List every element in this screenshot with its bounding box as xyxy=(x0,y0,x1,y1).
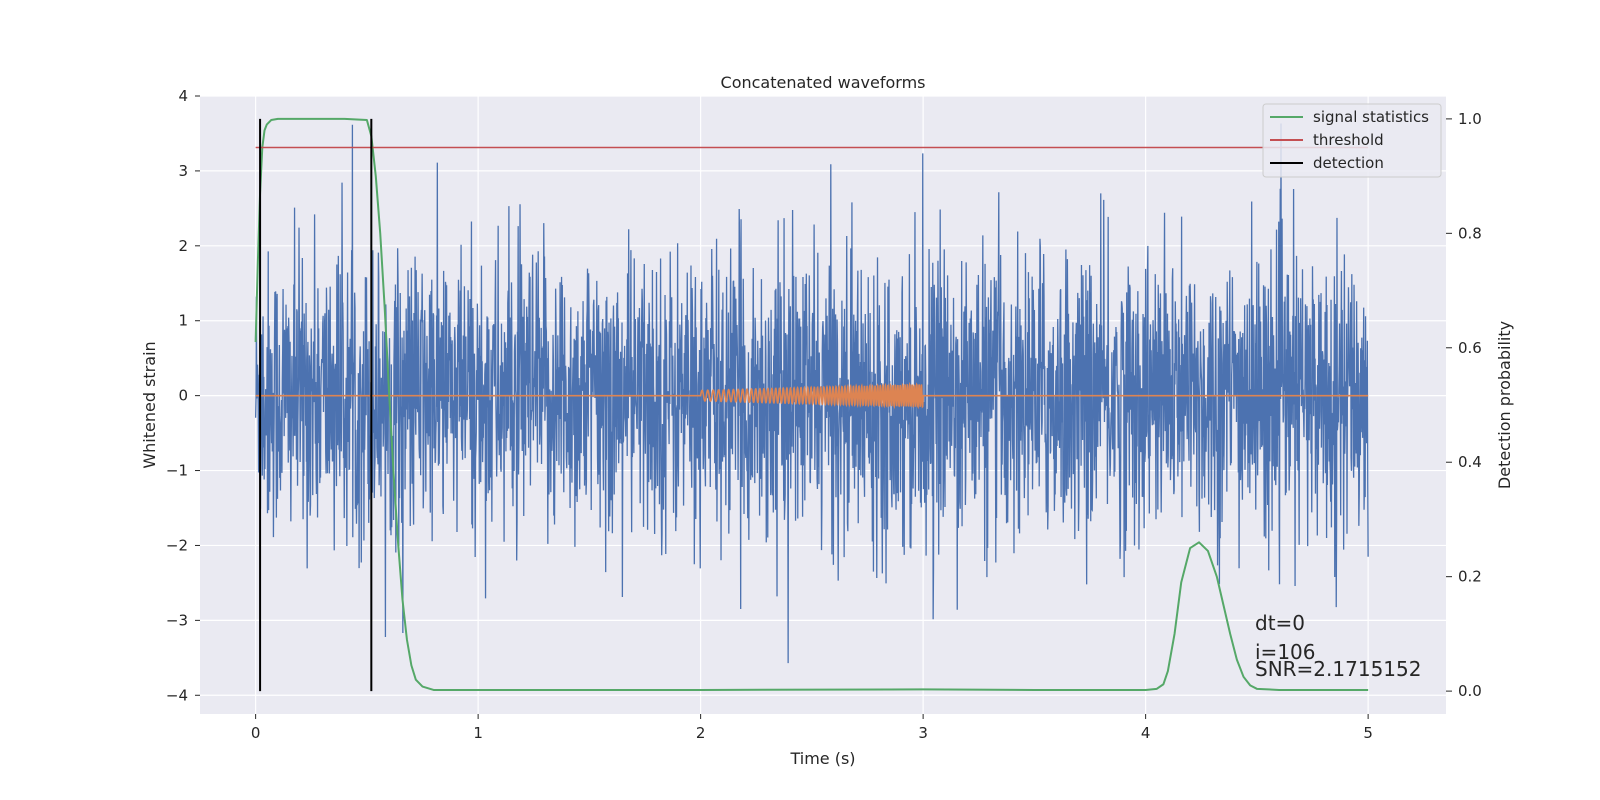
legend-label-signal-statistics: signal statistics xyxy=(1313,108,1429,126)
y2-tick-label-5: 1.0 xyxy=(1458,110,1482,128)
y-tick-label-3: −1 xyxy=(166,462,188,480)
x-tick-label-2: 2 xyxy=(696,724,706,742)
annotation-index: i=106 xyxy=(1255,640,1316,664)
signal-statistics-series xyxy=(254,117,1369,691)
y-axis: −4 −3 −2 −1 0 1 2 3 4 xyxy=(166,87,200,704)
y2-axis: 0.0 0.2 0.4 0.6 0.8 1.0 xyxy=(1446,110,1482,700)
annotation-snr: SNR=2.1715152 xyxy=(1255,657,1421,681)
injected-waveform-series xyxy=(255,381,1369,410)
y-tick-label-6: 2 xyxy=(178,237,188,255)
annotation-dt: dt=0 xyxy=(1255,611,1305,635)
y-tick-label-7: 3 xyxy=(178,162,188,180)
y2-tick-label-4: 0.8 xyxy=(1458,224,1482,242)
x-axis-label: Time (s) xyxy=(789,749,855,768)
signal-statistics-line xyxy=(254,117,1369,691)
injected-waveform-line xyxy=(255,381,1369,410)
x-tick-label-1: 1 xyxy=(473,724,483,742)
y2-axis-label: Detection probability xyxy=(1495,321,1514,489)
y-tick-label-4: 0 xyxy=(178,387,188,405)
y-tick-label-0: −4 xyxy=(166,686,188,704)
whitened-strain-line xyxy=(254,123,1369,664)
titles: Concatenated waveforms Time (s) Whitened… xyxy=(140,73,1514,768)
annotations: dt=0 i=106 SNR=2.1715152 xyxy=(1255,611,1421,681)
y2-tick-label-3: 0.6 xyxy=(1458,339,1482,357)
y-tick-label-5: 1 xyxy=(178,312,188,330)
x-tick-label-4: 4 xyxy=(1141,724,1151,742)
y-axis-label: Whitened strain xyxy=(140,341,159,468)
legend: signal statistics threshold detection xyxy=(1262,103,1442,178)
legend-label-detection: detection xyxy=(1313,154,1384,172)
x-axis: 0 1 2 3 4 5 xyxy=(251,714,1373,742)
y2-tick-label-1: 0.2 xyxy=(1458,568,1482,586)
x-tick-label-3: 3 xyxy=(918,724,928,742)
x-tick-label-0: 0 xyxy=(251,724,261,742)
y2-tick-label-0: 0.0 xyxy=(1458,682,1482,700)
y-tick-label-1: −3 xyxy=(166,611,188,629)
legend-label-threshold: threshold xyxy=(1313,131,1384,149)
y-tick-label-2: −2 xyxy=(166,536,188,554)
chart-title: Concatenated waveforms xyxy=(721,73,926,92)
whitened-strain-series xyxy=(254,123,1369,664)
y2-tick-label-2: 0.4 xyxy=(1458,453,1482,471)
x-tick-label-5: 5 xyxy=(1363,724,1373,742)
y-tick-label-8: 4 xyxy=(178,87,188,105)
legend-box xyxy=(1262,103,1442,178)
detection-series xyxy=(259,118,373,692)
